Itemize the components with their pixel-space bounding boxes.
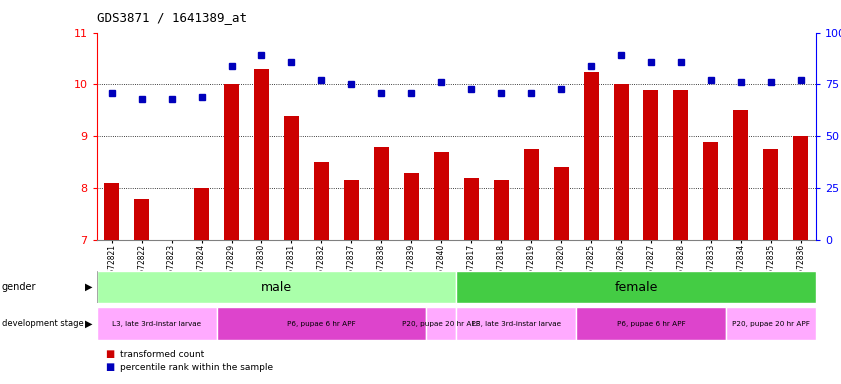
Text: GDS3871 / 1641389_at: GDS3871 / 1641389_at [97,12,246,25]
Bar [793,136,808,240]
Bar [97,307,217,340]
Bar [553,167,569,240]
Text: gender: gender [2,282,36,292]
Bar [404,172,419,240]
Bar [194,188,209,240]
Bar [576,307,726,340]
Bar [674,90,689,240]
Bar [434,152,449,240]
Bar [726,307,816,340]
Bar [614,84,628,240]
Text: ■: ■ [105,362,114,372]
Text: P20, pupae 20 hr APF: P20, pupae 20 hr APF [732,321,810,326]
Bar [456,307,576,340]
Text: P6, pupae 6 hr APF: P6, pupae 6 hr APF [616,321,685,326]
Bar [254,69,269,240]
Bar [217,307,426,340]
Text: transformed count: transformed count [120,350,204,359]
Text: P6, pupae 6 hr APF: P6, pupae 6 hr APF [287,321,356,326]
Bar [426,307,456,340]
Text: male: male [261,281,292,293]
Text: development stage: development stage [2,319,83,328]
Bar [703,141,718,240]
Text: L3, late 3rd-instar larvae: L3, late 3rd-instar larvae [472,321,561,326]
Bar [97,271,456,303]
Text: ▶: ▶ [85,318,93,329]
Bar [135,199,149,240]
Bar [224,84,239,240]
Text: P20, pupae 20 hr APF: P20, pupae 20 hr APF [402,321,480,326]
Bar [104,183,119,240]
Text: ■: ■ [105,349,114,359]
Bar [524,149,538,240]
Bar [344,180,359,240]
Bar [764,149,778,240]
Bar [284,116,299,240]
Bar [494,180,509,240]
Bar [374,147,389,240]
Bar [456,271,816,303]
Text: percentile rank within the sample: percentile rank within the sample [120,364,273,372]
Bar [643,90,659,240]
Text: L3, late 3rd-instar larvae: L3, late 3rd-instar larvae [112,321,201,326]
Bar [584,71,599,240]
Bar [314,162,329,240]
Text: ▶: ▶ [85,282,93,292]
Bar [733,111,748,240]
Bar [463,178,479,240]
Text: female: female [614,281,658,293]
